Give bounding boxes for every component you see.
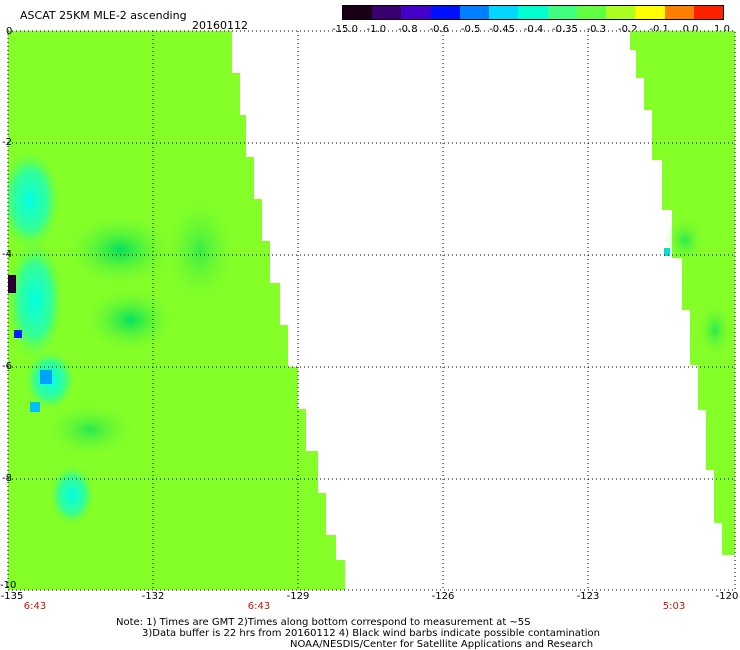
colorbar-swatch	[576, 6, 607, 19]
x-tick-label: -129	[286, 591, 310, 602]
colorbar-swatch	[547, 6, 577, 19]
colorbar-swatch	[518, 6, 548, 19]
colorbar-swatch	[343, 6, 373, 19]
y-tick-label: -2	[2, 137, 12, 148]
footer-credit: NOAA/NESDIS/Center for Satellite Applica…	[290, 639, 594, 650]
colorbar-swatch	[664, 6, 694, 19]
colorbar-label: 1.0	[714, 24, 730, 35]
y-tick-label: -8	[2, 473, 12, 484]
colorbar-label: -0.6	[429, 24, 450, 35]
footer-note-1: Note: 1) Times are GMT 2)Times along bot…	[116, 617, 531, 628]
colorbar-label: -0.8	[398, 24, 418, 35]
x-tick-label: -135	[0, 591, 24, 602]
time-label: 5:03	[662, 601, 686, 612]
x-tick-label: -126	[431, 591, 455, 602]
colorbar-swatch	[459, 6, 490, 19]
colorbar-label: -0.4	[523, 24, 544, 35]
right-swath	[630, 31, 735, 555]
y-tick-label: -10	[0, 580, 17, 591]
x-tick-label: -132	[141, 591, 165, 602]
colorbar-swatch	[372, 6, 402, 19]
colorbar-label: -0.2	[617, 24, 638, 35]
x-tick-label: -123	[576, 591, 600, 602]
colorbar-swatch	[430, 6, 460, 19]
colorbar-swatch	[693, 6, 724, 19]
map-title: ASCAT 25KM MLE-2 ascending	[20, 9, 187, 22]
map-date: 20160112	[192, 19, 248, 32]
colorbar-label: -0.3	[586, 24, 607, 35]
colorbar-label: -1.0	[366, 24, 387, 35]
colorbar-swatch	[606, 6, 636, 19]
time-label: 6:43	[23, 601, 47, 612]
y-tick-label: -6	[2, 361, 12, 372]
colorbar-swatch	[635, 6, 665, 19]
footer-note-2: 3)Data buffer is 22 hrs from 20160112 4)…	[142, 628, 600, 639]
colorbar-swatch	[489, 6, 519, 19]
colorbar-label: -0.5	[460, 24, 481, 35]
left-swath	[8, 31, 345, 590]
grid-lines	[7, 30, 736, 591]
colorbar-swatch	[401, 6, 431, 19]
time-label: 6:43	[247, 601, 271, 612]
x-tick-label: -120	[715, 591, 739, 602]
colorbar	[342, 5, 724, 20]
y-tick-label: 0	[6, 26, 13, 37]
colorbar-label: -0.1	[649, 24, 669, 35]
colorbar-label: 0.0	[682, 24, 699, 35]
y-tick-label: -4	[2, 249, 12, 260]
colorbar-label: -0.45	[489, 24, 516, 35]
colorbar-label: -15.0	[332, 24, 358, 35]
colorbar-label: -0.35	[551, 24, 578, 35]
